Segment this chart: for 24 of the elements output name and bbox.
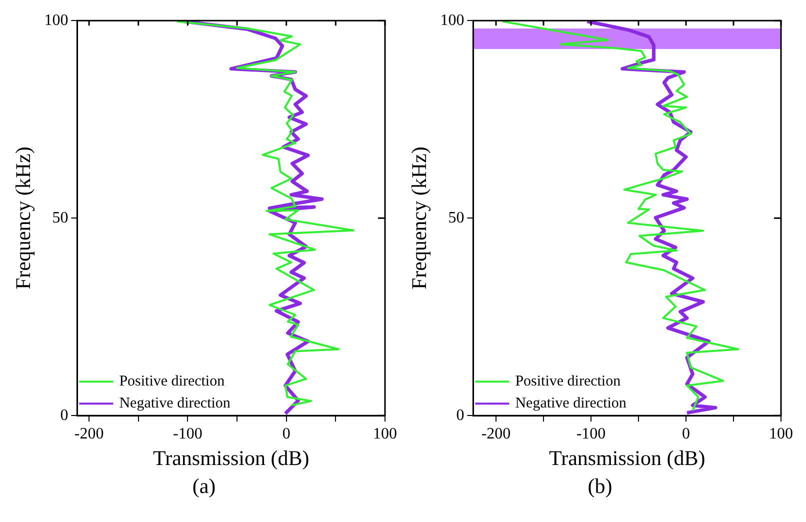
x-tick-label: 0 — [282, 425, 290, 442]
y-tick-label: 0 — [60, 406, 68, 424]
x-axis-title: Transmission (dB) — [549, 446, 706, 470]
x-tick-label: 0 — [682, 425, 690, 442]
y-tick-label: 50 — [448, 209, 464, 226]
legend-label: Positive direction — [119, 374, 226, 390]
y-tick-label: 100 — [44, 12, 68, 29]
legend-label: Negative direction — [119, 396, 231, 412]
y-axis-title: Frequency (kHz) — [11, 146, 36, 290]
y-axis-title: Frequency (kHz) — [407, 146, 432, 290]
x-axis-title: Transmission (dB) — [153, 446, 310, 470]
x-tick-label: -100 — [173, 425, 202, 442]
y-tick-label: 50 — [52, 209, 68, 226]
text: (b) — [588, 474, 612, 499]
x-tick-label: -200 — [481, 425, 511, 442]
legend-label: Positive direction — [515, 374, 622, 390]
x-tick-label: -100 — [576, 425, 606, 442]
text: (a) — [192, 474, 216, 499]
x-tick-label: 100 — [769, 425, 793, 442]
x-tick-label: 100 — [373, 425, 397, 442]
y-tick-label: 100 — [440, 12, 464, 29]
legend-label: Negative direction — [515, 396, 627, 412]
y-tick-label: 0 — [456, 406, 464, 424]
x-tick-label: -200 — [74, 425, 104, 442]
